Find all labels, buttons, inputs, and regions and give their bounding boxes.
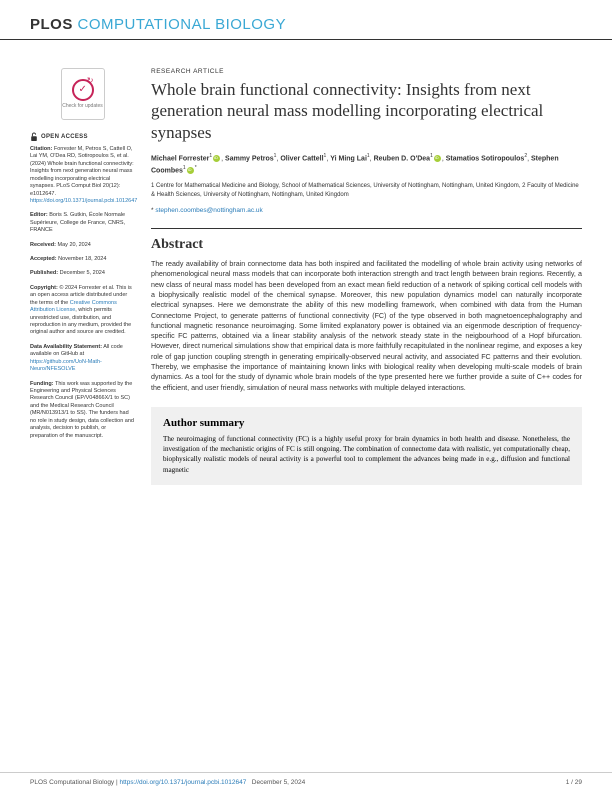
editor-label: Editor: <box>30 212 48 218</box>
author-summary-heading: Author summary <box>163 417 570 429</box>
author-summary-text: The neuroimaging of functional connectiv… <box>163 434 570 475</box>
orcid-icon[interactable] <box>434 155 441 162</box>
author-name: Sammy Petros <box>225 155 274 162</box>
page-footer: PLOS Computational Biology | https://doi… <box>0 772 612 792</box>
citation-text: Forrester M, Petros S, Cattell O, Lai YM… <box>30 146 134 197</box>
accepted-label: Accepted: <box>30 256 57 262</box>
author-name: Michael Forrester <box>151 155 209 162</box>
abstract-text: The ready availability of brain connecto… <box>151 259 582 393</box>
journal-logo: PLOS COMPUTATIONAL BIOLOGY <box>30 16 582 33</box>
footer-page-number: 1 / 29 <box>566 779 582 786</box>
copyright-label: Copyright: <box>30 285 58 291</box>
affiliation-marker: 1 <box>274 153 277 159</box>
affiliation-marker: 1 <box>183 165 186 171</box>
separator <box>151 228 582 229</box>
copyright-block: Copyright: © 2024 Forrester et al. This … <box>30 285 135 337</box>
open-access-icon <box>30 132 38 142</box>
accepted-date: November 18, 2024 <box>57 256 107 262</box>
accepted-block: Accepted: November 18, 2024 <box>30 256 135 263</box>
data-github-link[interactable]: https://github.com/UoN-Math-Neuro/NFESOL… <box>30 359 102 372</box>
article-type: RESEARCH ARTICLE <box>151 68 582 75</box>
author-name: Stamatios Sotiropoulos <box>446 155 525 162</box>
data-availability-block: Data Availability Statement: All code av… <box>30 344 135 374</box>
article-title: Whole brain functional connectivity: Ins… <box>151 79 582 143</box>
footer-left: PLOS Computational Biology | https://doi… <box>30 779 305 786</box>
author-name: Yi Ming Lai <box>330 155 367 162</box>
author-summary-box: Author summary The neuroimaging of funct… <box>151 407 582 485</box>
funding-block: Funding: This work was supported by the … <box>30 381 135 440</box>
author-list: Michael Forrester1, Sammy Petros1, Olive… <box>151 153 582 177</box>
footer-journal: PLOS Computational Biology | <box>30 779 120 786</box>
funding-text: This work was supported by the Engineeri… <box>30 381 134 439</box>
funding-label: Funding: <box>30 381 54 387</box>
received-date: May 20, 2024 <box>56 242 91 248</box>
citation-block: Citation: Forrester M, Petros S, Cattell… <box>30 146 135 205</box>
affiliation-marker: 1 <box>209 153 212 159</box>
footer-doi-link[interactable]: https://doi.org/10.1371/journal.pcbi.101… <box>120 779 247 786</box>
footer-date: December 5, 2024 <box>252 779 305 786</box>
main-column: RESEARCH ARTICLE Whole brain functional … <box>151 68 582 485</box>
published-block: Published: December 5, 2024 <box>30 270 135 277</box>
orcid-icon[interactable] <box>187 167 194 174</box>
open-access-label: OPEN ACCESS <box>41 133 88 141</box>
affiliation-marker: 2 <box>524 153 527 159</box>
logo-cb: COMPUTATIONAL BIOLOGY <box>78 16 287 33</box>
author-name: Oliver Cattell <box>280 155 323 162</box>
affiliation-marker: 1 <box>324 153 327 159</box>
orcid-icon[interactable] <box>213 155 220 162</box>
affiliation-marker: 1 <box>367 153 370 159</box>
check-updates-badge[interactable]: Check for updates <box>61 68 105 120</box>
published-label: Published: <box>30 270 58 276</box>
author-name: Reuben D. O'Dea <box>374 155 431 162</box>
check-updates-icon <box>72 79 94 101</box>
journal-header: PLOS COMPUTATIONAL BIOLOGY <box>0 0 612 40</box>
affiliations: 1 Centre for Mathematical Medicine and B… <box>151 182 582 199</box>
data-label: Data Availability Statement: <box>30 344 102 350</box>
received-block: Received: May 20, 2024 <box>30 242 135 249</box>
citation-label: Citation: <box>30 146 52 152</box>
corresponding-email[interactable]: stephen.coombes@nottingham.ac.uk <box>151 207 582 214</box>
logo-plos: PLOS <box>30 16 73 33</box>
check-updates-label: Check for updates <box>62 103 103 110</box>
abstract-heading: Abstract <box>151 237 582 253</box>
affiliation-marker: 1 <box>430 153 433 159</box>
received-label: Received: <box>30 242 56 248</box>
page-content: Check for updates OPEN ACCESS Citation: … <box>0 40 612 485</box>
editor-block: Editor: Boris S. Gutkin, École Normale S… <box>30 212 135 234</box>
open-access-row: OPEN ACCESS <box>30 132 135 142</box>
citation-doi-link[interactable]: https://doi.org/10.1371/journal.pcbi.101… <box>30 198 137 204</box>
corresponding-marker: * <box>195 165 197 171</box>
sidebar: Check for updates OPEN ACCESS Citation: … <box>30 68 135 485</box>
published-date: December 5, 2024 <box>58 270 105 276</box>
